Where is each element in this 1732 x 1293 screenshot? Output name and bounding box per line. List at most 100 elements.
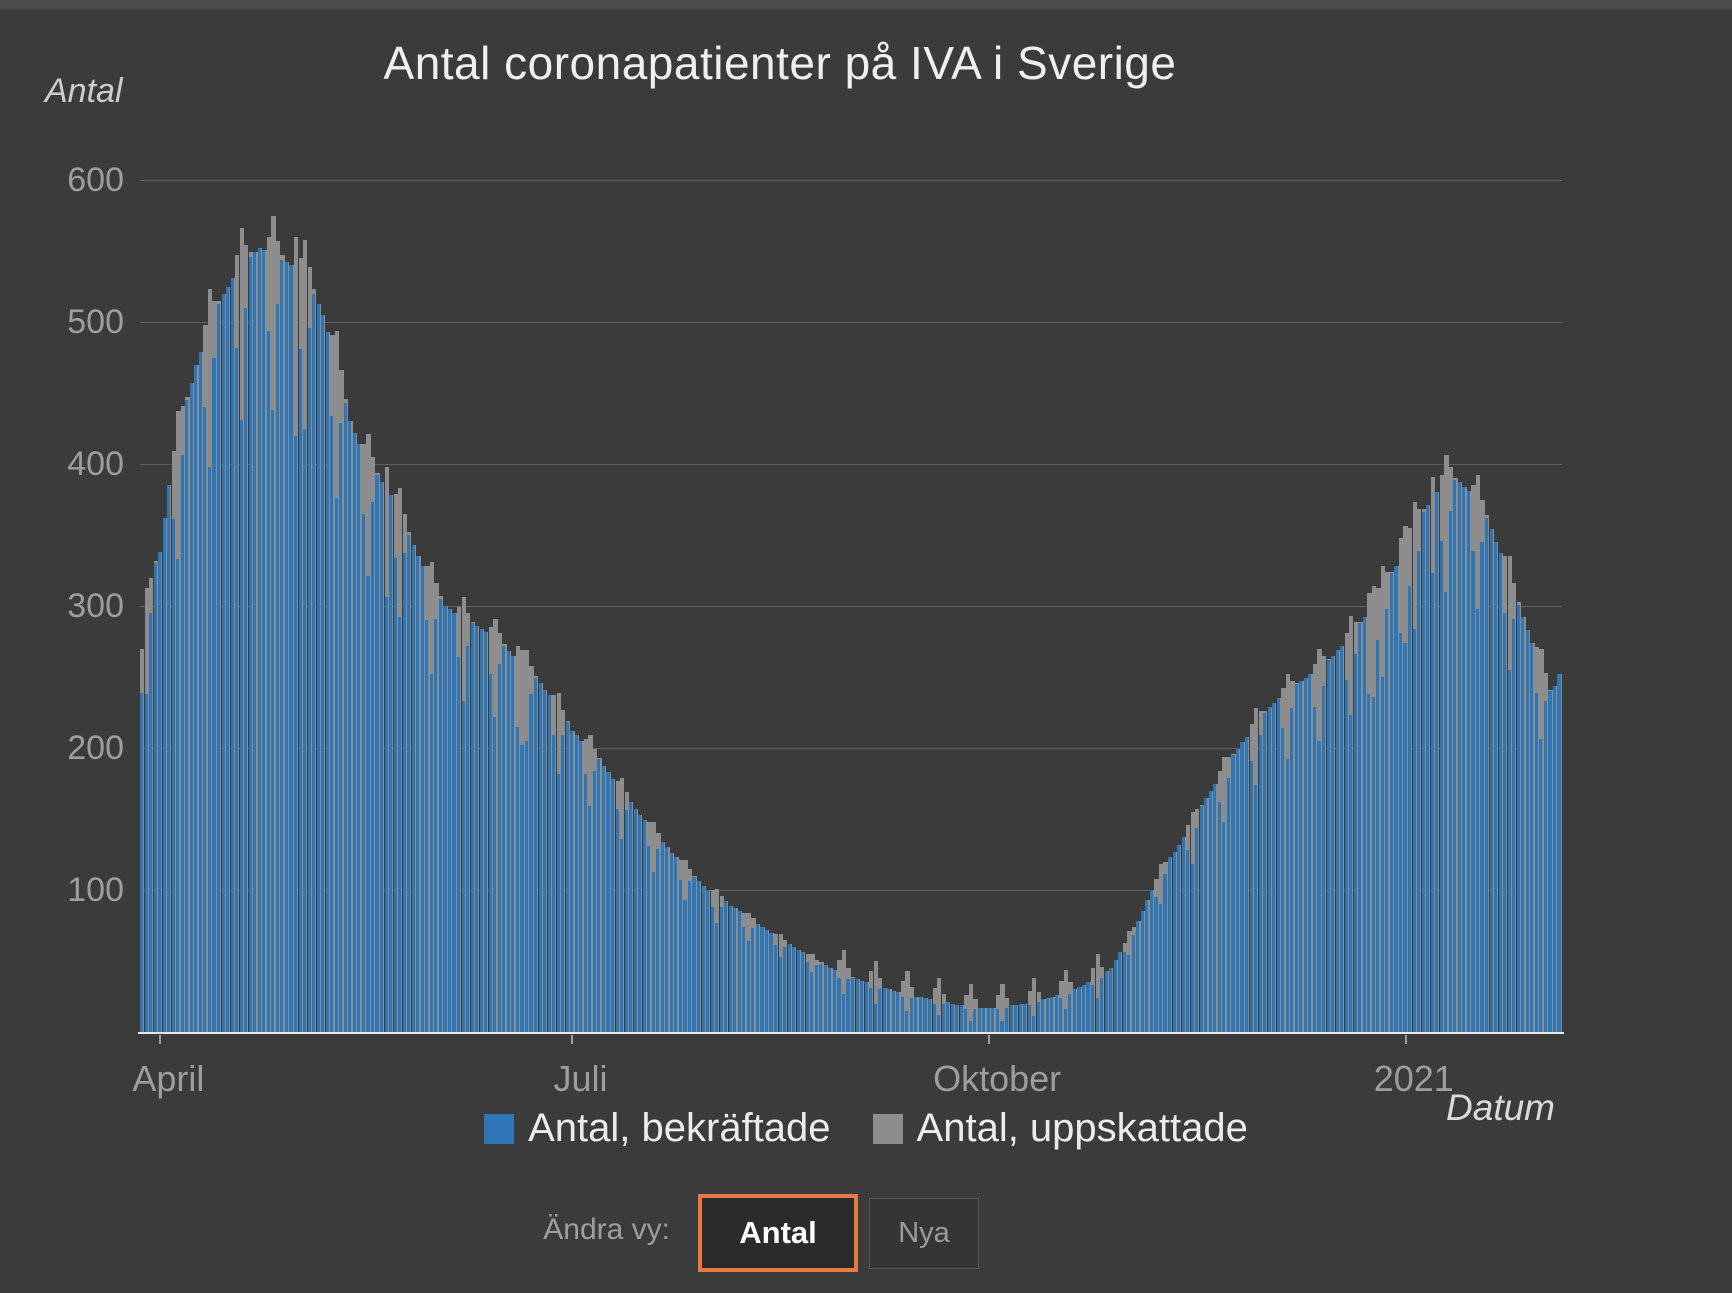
bar-confirmed[interactable] xyxy=(733,908,737,1032)
bar-confirmed[interactable] xyxy=(665,847,669,1032)
bar-confirmed[interactable] xyxy=(1471,550,1475,1032)
bar-confirmed[interactable] xyxy=(1091,985,1095,1032)
bar-confirmed[interactable] xyxy=(348,421,352,1032)
bar-confirmed[interactable] xyxy=(552,735,556,1032)
bar-confirmed[interactable] xyxy=(1557,674,1561,1032)
bar-confirmed[interactable] xyxy=(1063,1009,1067,1032)
bar-confirmed[interactable] xyxy=(855,979,859,1032)
bar-confirmed[interactable] xyxy=(783,946,787,1032)
bar-confirmed[interactable] xyxy=(289,265,293,1032)
bar-confirmed[interactable] xyxy=(1222,821,1226,1032)
bar-estimated[interactable] xyxy=(937,978,942,1032)
bar-confirmed[interactable] xyxy=(574,735,578,1032)
bar-confirmed[interactable] xyxy=(878,989,882,1032)
bar-confirmed[interactable] xyxy=(1312,706,1317,1032)
bar-confirmed[interactable] xyxy=(1457,482,1461,1032)
bar-confirmed[interactable] xyxy=(303,428,307,1032)
bar-confirmed[interactable] xyxy=(615,809,619,1032)
bar-confirmed[interactable] xyxy=(674,857,678,1032)
bar-confirmed[interactable] xyxy=(266,330,270,1032)
bar-confirmed[interactable] xyxy=(792,946,796,1032)
bar-confirmed[interactable] xyxy=(728,905,732,1032)
bar-confirmed[interactable] xyxy=(801,952,805,1032)
bar-confirmed[interactable] xyxy=(561,735,565,1032)
bar-confirmed[interactable] xyxy=(1272,702,1276,1032)
bar-confirmed[interactable] xyxy=(1290,708,1294,1032)
bar-confirmed[interactable] xyxy=(189,383,193,1032)
bar-confirmed[interactable] xyxy=(1349,715,1353,1032)
bar-confirmed[interactable] xyxy=(828,968,832,1032)
bar-confirmed[interactable] xyxy=(846,979,850,1032)
bar-confirmed[interactable] xyxy=(239,419,243,1032)
bar-confirmed[interactable] xyxy=(1521,617,1525,1032)
bar-confirmed[interactable] xyxy=(461,701,465,1032)
bar-confirmed[interactable] xyxy=(298,348,302,1032)
bar-confirmed[interactable] xyxy=(1190,864,1194,1032)
bar-confirmed[interactable] xyxy=(1321,685,1326,1032)
bar-confirmed[interactable] xyxy=(398,617,402,1032)
bar-confirmed[interactable] xyxy=(1403,642,1407,1032)
bar-confirmed[interactable] xyxy=(1340,645,1344,1032)
bar-estimated[interactable] xyxy=(841,949,847,1032)
bar-confirmed[interactable] xyxy=(140,692,144,1032)
bar-confirmed[interactable] xyxy=(1231,755,1235,1032)
bar-confirmed[interactable] xyxy=(1149,890,1153,1032)
legend-item-estimated[interactable]: Antal, uppskattade xyxy=(872,1106,1248,1151)
bar-confirmed[interactable] xyxy=(620,838,624,1032)
bar-confirmed[interactable] xyxy=(1199,806,1203,1032)
bar-confirmed[interactable] xyxy=(538,682,542,1032)
bar-confirmed[interactable] xyxy=(660,841,664,1032)
bar-confirmed[interactable] xyxy=(701,885,705,1032)
bar-confirmed[interactable] xyxy=(669,853,673,1032)
bar-confirmed[interactable] xyxy=(330,415,334,1032)
bar-confirmed[interactable] xyxy=(1109,968,1113,1032)
bar-confirmed[interactable] xyxy=(941,1003,945,1032)
bar-confirmed[interactable] xyxy=(909,997,913,1032)
bar-confirmed[interactable] xyxy=(443,606,447,1032)
bar-confirmed[interactable] xyxy=(1217,801,1221,1032)
bar-confirmed[interactable] xyxy=(1408,586,1412,1032)
bar-confirmed[interactable] xyxy=(312,293,316,1032)
bar-confirmed[interactable] xyxy=(262,249,266,1032)
bar-estimated[interactable] xyxy=(1095,953,1100,1032)
bar-confirmed[interactable] xyxy=(1100,978,1104,1032)
bar-confirmed[interactable] xyxy=(1018,1003,1022,1032)
bar-confirmed[interactable] xyxy=(742,926,746,1032)
bar-confirmed[interactable] xyxy=(683,899,687,1032)
bar-confirmed[interactable] xyxy=(1140,911,1144,1032)
bar-confirmed[interactable] xyxy=(280,259,284,1032)
bar-confirmed[interactable] xyxy=(1344,679,1348,1032)
bar-confirmed[interactable] xyxy=(570,730,574,1032)
bar-confirmed[interactable] xyxy=(629,801,633,1032)
bar-confirmed[interactable] xyxy=(543,689,547,1032)
bar-estimated[interactable] xyxy=(1032,978,1037,1032)
bar-confirmed[interactable] xyxy=(1480,542,1484,1032)
bar-confirmed[interactable] xyxy=(864,982,868,1032)
view-button-nya[interactable]: Nya xyxy=(869,1198,979,1269)
bar-confirmed[interactable] xyxy=(167,485,171,1032)
bar-confirmed[interactable] xyxy=(860,980,864,1032)
bar-confirmed[interactable] xyxy=(1226,777,1230,1032)
bar-confirmed[interactable] xyxy=(1177,844,1181,1032)
bar-confirmed[interactable] xyxy=(751,928,755,1032)
bar-confirmed[interactable] xyxy=(1004,1007,1009,1032)
bar-confirmed[interactable] xyxy=(1398,632,1403,1032)
bar-confirmed[interactable] xyxy=(1263,712,1267,1032)
bar-confirmed[interactable] xyxy=(411,544,415,1032)
bar-confirmed[interactable] xyxy=(1208,790,1212,1032)
bar-confirmed[interactable] xyxy=(995,1009,999,1032)
bar-confirmed[interactable] xyxy=(887,989,891,1032)
bar-confirmed[interactable] xyxy=(787,943,791,1032)
bar-confirmed[interactable] xyxy=(1131,935,1135,1032)
bar-confirmed[interactable] xyxy=(438,598,442,1032)
bar-confirmed[interactable] xyxy=(991,1007,995,1032)
bar-confirmed[interactable] xyxy=(176,559,180,1032)
bar-confirmed[interactable] xyxy=(706,890,710,1032)
bar-confirmed[interactable] xyxy=(216,303,221,1032)
bar-confirmed[interactable] xyxy=(1172,851,1176,1032)
bar-confirmed[interactable] xyxy=(1371,696,1375,1032)
bar-confirmed[interactable] xyxy=(1068,993,1072,1032)
bar-confirmed[interactable] xyxy=(230,277,234,1032)
bar-confirmed[interactable] xyxy=(805,962,809,1032)
bar-confirmed[interactable] xyxy=(375,475,379,1032)
